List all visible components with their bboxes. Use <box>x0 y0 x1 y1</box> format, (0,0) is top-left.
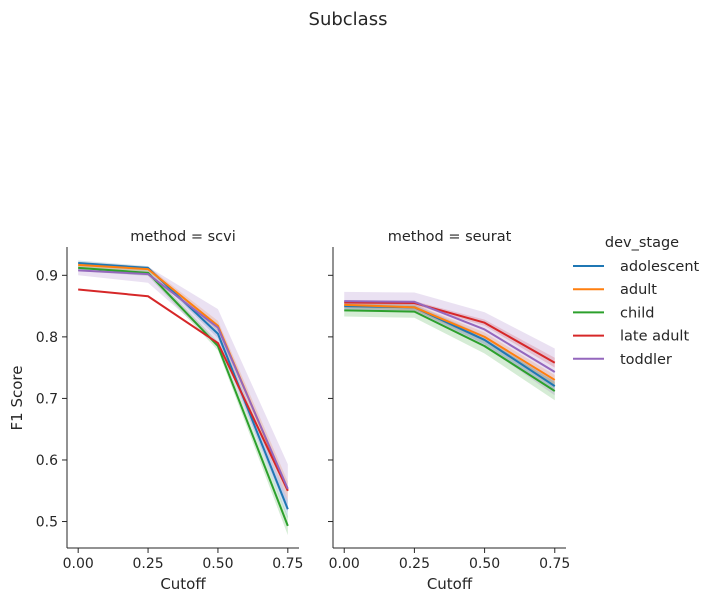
x-axis-label: Cutoff <box>427 575 473 593</box>
x-tick-label: 0.25 <box>132 556 163 572</box>
series-line-toddler <box>344 300 556 373</box>
panel-title: method = scvi <box>130 229 236 245</box>
panel-1: method = scvi 0.00 0.25 0.50 0.75 0.5 0.6 0.7 0.… <box>36 229 304 593</box>
x-tick-label: 0.00 <box>63 556 94 572</box>
series-line-adult <box>78 263 289 492</box>
ci-band-adolescent <box>344 303 555 392</box>
series-line-child <box>344 309 556 392</box>
x-axis-label: Cutoff <box>160 575 206 593</box>
panel-title: method = seurat <box>388 229 512 245</box>
series-line-adult <box>344 303 556 381</box>
series-line-toddler <box>78 269 289 490</box>
x-tick-label: 0.75 <box>539 556 570 572</box>
legend-title: dev_stage <box>605 235 679 251</box>
panel-2: method = seurat 0.00 0.25 0.50 0.75 Cutoff <box>328 229 570 593</box>
legend-label-toddler: toddler <box>620 352 672 368</box>
x-tick-label: 0.50 <box>202 556 233 572</box>
series-line-child <box>78 266 289 527</box>
x-tick-label: 0.75 <box>272 556 303 572</box>
x-tick-label: 0.50 <box>469 556 500 572</box>
legend-label-adolescent: adolescent <box>620 259 700 275</box>
y-axis-label: F1 Score <box>8 366 26 431</box>
y-tick-label: 0.5 <box>36 515 58 531</box>
ci-band-late-adult <box>344 300 555 368</box>
legend-label-late-adult: late adult <box>620 329 689 345</box>
figure-title: Subclass <box>309 9 388 30</box>
ci-band-toddler <box>78 265 288 513</box>
series-line-late-adult <box>344 301 556 364</box>
x-tick-label: 0.00 <box>329 556 360 572</box>
legend-label-adult: adult <box>620 282 657 298</box>
x-tick-label: 0.25 <box>399 556 430 572</box>
series-line-late-adult <box>78 288 289 492</box>
y-tick-label: 0.8 <box>36 330 58 346</box>
y-tick-label: 0.6 <box>36 453 58 469</box>
y-tick-label: 0.7 <box>36 391 58 407</box>
legend-label-child: child <box>620 305 654 321</box>
y-tick-label: 0.9 <box>36 268 58 284</box>
legend: dev_stage adolescent adult child late adult t… <box>573 235 700 368</box>
chart-panels: method = scvi 0.00 0.25 0.50 0.75 0.5 0.6 0.7 0.… <box>36 229 571 593</box>
